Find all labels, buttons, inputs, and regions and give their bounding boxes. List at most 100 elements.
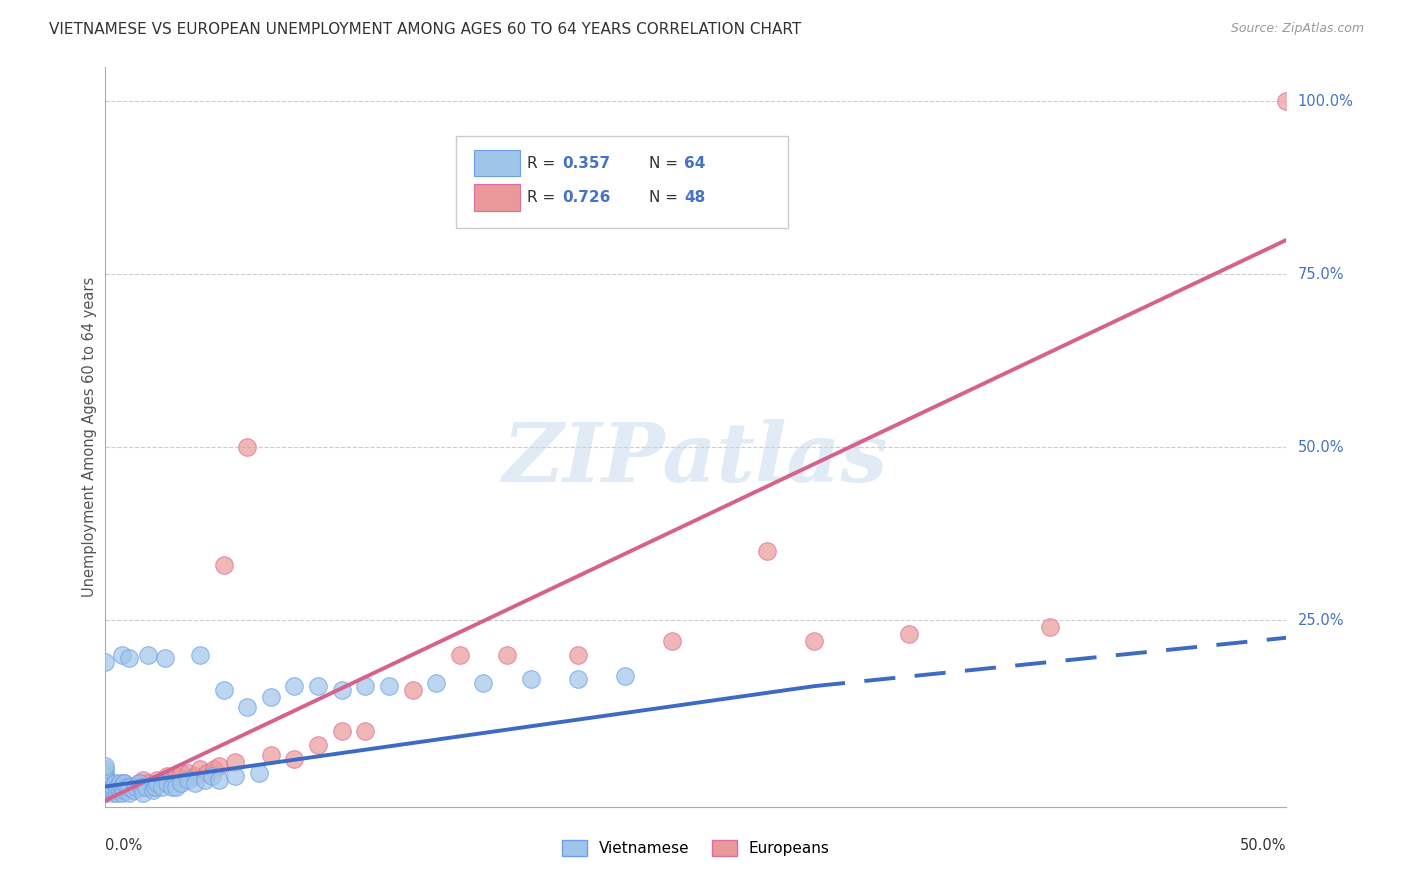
Point	[94, 758, 117, 772]
Point	[195, 765, 218, 780]
Point	[1275, 95, 1298, 109]
Point	[118, 780, 141, 794]
Text: N =: N =	[648, 191, 682, 205]
Point	[160, 780, 183, 794]
Point	[111, 786, 134, 800]
Point	[118, 783, 141, 797]
Point	[519, 672, 541, 686]
Point	[94, 776, 117, 790]
Text: 64: 64	[685, 156, 706, 171]
Point	[108, 776, 131, 790]
Point	[236, 700, 259, 714]
Point	[128, 776, 150, 790]
Point	[118, 786, 141, 800]
Point	[94, 769, 117, 783]
Point	[94, 780, 117, 794]
Point	[425, 675, 447, 690]
Point	[105, 780, 128, 794]
Point	[307, 738, 329, 752]
Point	[94, 786, 117, 800]
Point	[283, 679, 305, 693]
Point	[202, 762, 225, 776]
Text: 25.0%: 25.0%	[1298, 613, 1344, 628]
Text: ZIPatlas: ZIPatlas	[503, 419, 889, 500]
Point	[156, 776, 179, 790]
Point	[330, 724, 353, 739]
Point	[101, 783, 124, 797]
Text: 0.726: 0.726	[562, 191, 610, 205]
Y-axis label: Unemployment Among Ages 60 to 64 years: Unemployment Among Ages 60 to 64 years	[82, 277, 97, 598]
Point	[111, 780, 134, 794]
Point	[177, 772, 200, 787]
Point	[212, 558, 235, 573]
Point	[614, 669, 637, 683]
Point	[132, 786, 155, 800]
Point	[94, 786, 117, 800]
Point	[177, 765, 200, 780]
Point	[128, 776, 150, 790]
Point	[94, 772, 117, 787]
Point	[101, 780, 124, 794]
Point	[567, 648, 589, 662]
Point	[108, 783, 131, 797]
Point	[153, 651, 176, 665]
FancyBboxPatch shape	[456, 136, 789, 228]
Point	[135, 780, 157, 794]
Point	[112, 776, 135, 790]
Point	[94, 780, 117, 794]
Point	[330, 682, 353, 697]
Point	[188, 762, 211, 776]
Text: N =: N =	[648, 156, 682, 171]
Point	[184, 776, 207, 790]
Text: VIETNAMESE VS EUROPEAN UNEMPLOYMENT AMONG AGES 60 TO 64 YEARS CORRELATION CHART: VIETNAMESE VS EUROPEAN UNEMPLOYMENT AMON…	[49, 22, 801, 37]
Point	[101, 783, 124, 797]
Text: R =: R =	[527, 156, 560, 171]
Point	[156, 769, 179, 783]
Point	[132, 772, 155, 787]
Point	[143, 780, 166, 794]
Point	[208, 772, 231, 787]
Point	[136, 648, 159, 662]
Point	[1039, 620, 1062, 634]
Point	[661, 634, 683, 648]
Point	[122, 783, 145, 797]
Point	[150, 776, 173, 790]
Point	[184, 769, 207, 783]
Point	[129, 780, 152, 794]
Point	[165, 769, 187, 783]
Point	[567, 672, 589, 686]
Point	[94, 776, 117, 790]
Point	[112, 783, 135, 797]
Point	[224, 769, 246, 783]
Point	[146, 776, 169, 790]
Point	[150, 780, 173, 794]
Point	[260, 690, 283, 704]
Point	[94, 786, 117, 800]
Point	[94, 783, 117, 797]
Point	[129, 780, 152, 794]
Point	[449, 648, 471, 662]
Point	[354, 724, 377, 739]
Text: 75.0%: 75.0%	[1298, 267, 1344, 282]
FancyBboxPatch shape	[474, 184, 520, 211]
Text: 0.357: 0.357	[562, 156, 610, 171]
Point	[118, 651, 141, 665]
Point	[201, 769, 224, 783]
Point	[118, 780, 141, 794]
Point	[236, 441, 259, 455]
Point	[401, 682, 423, 697]
Point	[755, 544, 778, 558]
Point	[142, 780, 165, 794]
Legend: Vietnamese, Europeans: Vietnamese, Europeans	[555, 834, 837, 863]
Text: 48: 48	[685, 191, 706, 205]
Point	[283, 752, 305, 766]
Point	[472, 675, 495, 690]
Point	[146, 772, 169, 787]
Text: 50.0%: 50.0%	[1298, 440, 1344, 455]
Point	[112, 776, 135, 790]
Point	[115, 780, 138, 794]
Point	[897, 627, 920, 641]
Point	[94, 762, 117, 776]
Point	[136, 776, 159, 790]
Point	[378, 679, 401, 693]
